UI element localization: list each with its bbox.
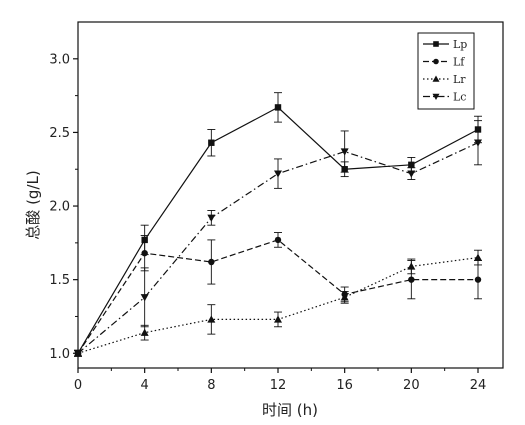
data-point-lc	[340, 148, 349, 156]
data-point-lp	[141, 236, 148, 244]
series-markers	[74, 104, 482, 358]
y-tick-label: 2.0	[49, 200, 70, 215]
x-tick-label: 4	[141, 378, 149, 393]
y-axis-title: 总酸 (g/L)	[24, 170, 42, 239]
legend-marker-lc	[432, 93, 440, 100]
data-point-lc	[140, 294, 149, 302]
data-point-lc	[474, 139, 482, 147]
legend-marker-lr	[432, 75, 440, 82]
data-point-lp	[208, 139, 215, 146]
y-tick-label: 1.5	[49, 273, 70, 288]
y-tick-label: 3.0	[49, 52, 70, 67]
y-tick-label: 1.0	[49, 347, 70, 362]
data-point-lc	[274, 170, 282, 178]
legend-label-lf: Lf	[453, 56, 465, 69]
data-point-lc	[407, 170, 416, 178]
data-point-lf	[408, 276, 415, 283]
data-point-lr	[140, 328, 149, 336]
data-point-lr	[207, 315, 216, 323]
x-tick-label: 24	[470, 378, 487, 393]
legend-label-lp: Lp	[453, 38, 467, 51]
data-point-lp	[474, 126, 482, 133]
data-point-lp	[341, 166, 348, 173]
data-point-lr	[474, 253, 482, 261]
plot-frame	[77, 21, 504, 369]
x-tick-label: 20	[403, 378, 420, 393]
legend-box	[417, 32, 475, 110]
data-point-lc	[74, 350, 82, 358]
data-point-lr	[407, 262, 416, 270]
data-point-lf	[474, 276, 482, 283]
x-tick-label: 8	[207, 378, 215, 393]
x-axis-title: 时间 (h)	[262, 401, 318, 419]
legend-label-lr: Lr	[453, 73, 466, 86]
legend: Lp Lf Lr Lc	[417, 32, 475, 110]
series-line-lr	[77, 256, 479, 354]
series-line-lf	[77, 239, 478, 354]
legend-marker-lp	[433, 41, 439, 47]
data-point-lc	[207, 214, 216, 222]
data-point-lr	[340, 293, 349, 301]
data-point-lf	[141, 249, 148, 257]
data-point-lf	[274, 236, 282, 244]
x-tick-label: 12	[270, 378, 287, 393]
data-point-lp	[274, 104, 282, 111]
data-point-lf	[208, 258, 215, 266]
legend-label-lc: Lc	[453, 91, 466, 104]
x-tick-label: 16	[336, 378, 353, 393]
y-tick-label: 2.5	[49, 126, 70, 141]
legend-marker-lf	[433, 58, 439, 65]
data-point-lp	[408, 161, 415, 169]
data-point-lr	[274, 315, 282, 323]
x-tick-label: 0	[74, 378, 82, 393]
